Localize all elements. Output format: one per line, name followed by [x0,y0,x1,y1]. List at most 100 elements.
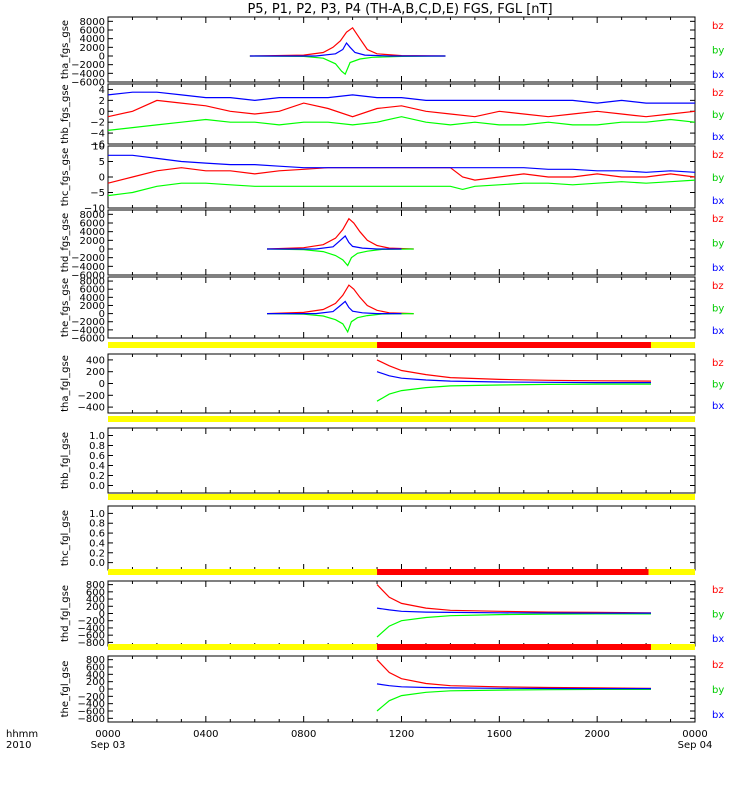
series-by [376,688,651,712]
series-by [376,383,651,402]
ytick-label: 0 [99,107,105,118]
ytick-label: 800 [86,580,105,591]
panel-tha_fgs_gse: 80006000400020000−2000−4000−6000tha_fgs_… [60,16,724,89]
ytick-label: 0.6 [89,451,105,462]
y-axis-label: the_fgs_gse [60,278,71,337]
legend-bx: bx [712,634,724,645]
series-by [376,613,651,638]
ytick-label: 0 [99,52,105,63]
ytick-label: 200 [86,367,105,378]
series-bx [376,683,651,690]
ytick-label: 2000 [80,43,105,54]
legend-bz: bz [712,358,724,369]
series-bx [267,300,402,315]
legend-bx: bx [712,401,724,412]
status-segment-1 [377,644,651,650]
status-segment-1 [377,569,649,575]
ytick-label: 0 [99,245,105,256]
series-bx [376,607,651,614]
ytick-label: 200 [86,602,105,613]
status-segment-0 [108,644,378,650]
ytick-label: −200 [78,616,105,627]
ytick-label: 400 [86,355,105,366]
status-segment-2 [650,644,695,650]
legend-by: by [712,239,724,250]
status-segment-1 [377,342,651,348]
ytick-label: 6000 [80,219,105,230]
legend-bz: bz [712,214,724,225]
ytick-label: 8000 [80,17,105,28]
legend-by: by [712,685,724,696]
status-segment-0 [108,342,378,348]
status-segment-2 [650,342,695,348]
ytick-label: 1.0 [89,431,105,442]
status-segment-2 [648,569,695,575]
ytick-label: −2 [90,118,105,129]
legend-bz: bz [712,21,724,32]
ytick-label: 0 [99,685,105,696]
legend-bx: bx [712,196,724,207]
status-segment-0 [108,569,378,575]
ytick-label: −600 [78,707,105,718]
xtick-label: 0000 [682,729,707,740]
ytick-label: −4000 [71,69,105,80]
ytick-label: −800 [78,714,105,725]
series-bx [249,41,446,57]
xtick-label: 1600 [487,729,512,740]
y-axis-label: the_fgl_gse [60,661,71,718]
xtick-label: 0800 [291,729,316,740]
ytick-label: −4 [90,129,105,140]
ytick-label: 600 [86,663,105,674]
panel-frame [107,353,696,414]
panel-frame [107,209,696,276]
ytick-label: 0 [99,309,105,320]
legend-bx: bx [712,263,724,274]
panels: 80006000400020000−2000−4000−6000tha_fgs_… [60,16,724,725]
ytick-label: −4000 [71,325,105,336]
ytick-label: 0.6 [89,529,105,540]
panel-the_fgs_gse: 80006000400020000−2000−4000−6000the_fgs_… [60,276,724,345]
series-bx [376,371,651,384]
series-bz [266,284,414,315]
ytick-label: −5 [90,188,105,199]
panel-frame [107,427,696,494]
x-row-label: 2010 [6,740,31,751]
ytick-label: 10 [92,142,105,153]
panel-frame [107,16,696,83]
legend-by: by [712,46,724,57]
y-axis-label: thc_fgl_gse [60,510,71,566]
status-segment-0 [108,416,695,422]
series-bz [376,584,652,614]
xtick-label: 1200 [389,729,414,740]
ytick-label: −800 [78,638,105,649]
panel-frame [107,505,696,571]
ytick-label: −400 [78,403,105,414]
ytick-label: 0.4 [89,461,105,472]
panel-frame [107,276,696,339]
ytick-label: −600 [78,631,105,642]
ytick-label: 4 [99,85,105,96]
series-bz [107,167,696,184]
plot-title: P5, P1, P2, P3, P4 (TH-A,B,C,D,E) FGS, F… [247,2,552,17]
ytick-label: 4000 [80,34,105,45]
ytick-label: 800 [86,655,105,666]
ytick-label: −400 [78,623,105,634]
ytick-label: 0 [99,609,105,620]
ytick-label: 0.0 [89,481,105,492]
ytick-label: 0.8 [89,441,105,452]
ytick-label: 2000 [80,301,105,312]
series-by [107,179,696,197]
legend-bz: bz [712,660,724,671]
ytick-label: −6 [90,140,105,151]
panel-thb_fgl_gse: 1.00.80.60.40.20.0 thb_fgl_gse [60,416,696,494]
ytick-label: 6000 [80,285,105,296]
ytick-label: 4000 [80,293,105,304]
series-bz [107,99,696,118]
series-bx [267,235,402,250]
legend-by: by [712,610,724,621]
